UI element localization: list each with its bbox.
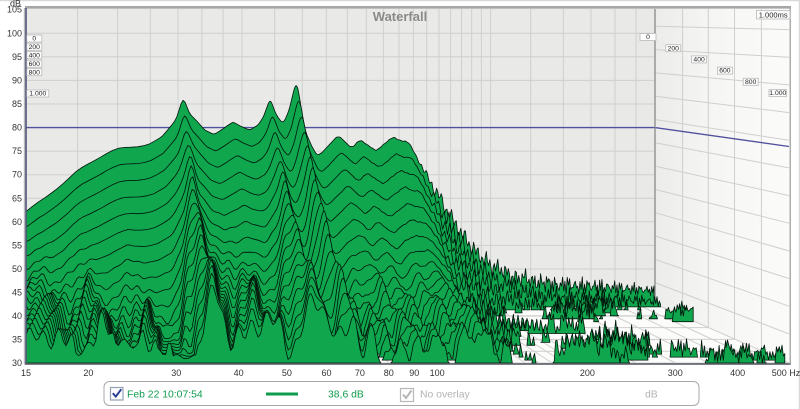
svg-text:100: 100 [7, 28, 22, 38]
svg-text:dB: dB [10, 0, 21, 9]
svg-text:1.000ms: 1.000ms [759, 11, 788, 20]
svg-text:60: 60 [321, 368, 331, 378]
svg-text:400: 400 [730, 368, 745, 378]
svg-text:95: 95 [12, 52, 22, 62]
svg-text:75: 75 [12, 146, 22, 156]
svg-text:60: 60 [12, 217, 22, 227]
svg-text:105: 105 [7, 5, 22, 15]
svg-text:80: 80 [384, 368, 394, 378]
svg-text:100: 100 [430, 368, 445, 378]
svg-text:Waterfall: Waterfall [373, 9, 427, 24]
svg-text:No overlay: No overlay [420, 390, 470, 401]
svg-text:65: 65 [12, 193, 22, 203]
svg-text:90: 90 [12, 75, 22, 85]
svg-text:15: 15 [21, 368, 31, 378]
svg-text:50: 50 [12, 264, 22, 274]
svg-text:55: 55 [12, 240, 22, 250]
svg-text:38,6 dB: 38,6 dB [328, 390, 364, 401]
svg-text:90: 90 [409, 368, 419, 378]
svg-text:500 Hz: 500 Hz [772, 368, 800, 378]
svg-text:400: 400 [29, 52, 41, 59]
svg-text:800: 800 [745, 79, 757, 86]
svg-text:600: 600 [719, 68, 731, 75]
svg-text:0: 0 [32, 36, 36, 43]
svg-text:300: 300 [668, 368, 683, 378]
svg-text:35: 35 [12, 335, 22, 345]
svg-text:800: 800 [29, 69, 41, 76]
svg-text:40: 40 [12, 311, 22, 321]
svg-text:dB: dB [645, 390, 658, 401]
svg-text:70: 70 [355, 368, 365, 378]
svg-text:1.000: 1.000 [29, 91, 46, 98]
svg-text:40: 40 [234, 368, 244, 378]
svg-text:50: 50 [282, 368, 292, 378]
svg-text:200: 200 [580, 368, 595, 378]
svg-text:0: 0 [646, 34, 650, 41]
svg-text:600: 600 [29, 61, 41, 68]
svg-text:Feb 22 10:07:54: Feb 22 10:07:54 [127, 390, 203, 401]
svg-text:70: 70 [12, 170, 22, 180]
svg-text:200: 200 [668, 45, 680, 52]
svg-text:45: 45 [12, 288, 22, 298]
svg-text:30: 30 [171, 368, 181, 378]
svg-text:30: 30 [12, 358, 22, 368]
svg-text:200: 200 [29, 44, 41, 51]
svg-text:80: 80 [12, 123, 22, 133]
svg-text:85: 85 [12, 99, 22, 109]
svg-text:400: 400 [693, 57, 705, 64]
svg-text:20: 20 [83, 368, 93, 378]
svg-text:1.000: 1.000 [769, 90, 786, 97]
